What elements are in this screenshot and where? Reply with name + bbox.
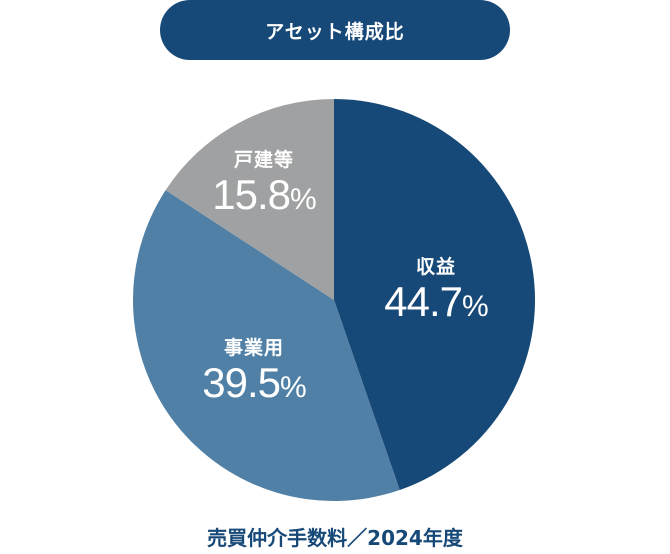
slice-house (165, 99, 334, 300)
slice-percent: 15.8% (212, 171, 316, 218)
slice-revenue (334, 99, 535, 490)
slice-label-business: 事業用 39.5% (202, 333, 306, 406)
slice-percent: 44.7% (384, 278, 488, 325)
slice-name: 戸建等 (233, 149, 294, 171)
chart-title-pill: アセット構成比 (160, 0, 510, 60)
slice-label-house: 戸建等 15.8% (212, 145, 316, 218)
slice-label-revenue: 収益 44.7% (384, 252, 488, 325)
chart-caption: 売買仲介手数料／2024年度 (207, 526, 463, 550)
slice-business (132, 190, 400, 501)
slice-percent: 39.5% (202, 359, 306, 406)
slice-name: 事業用 (223, 337, 284, 359)
chart-title: アセット構成比 (265, 20, 405, 43)
slice-name: 収益 (415, 256, 456, 278)
